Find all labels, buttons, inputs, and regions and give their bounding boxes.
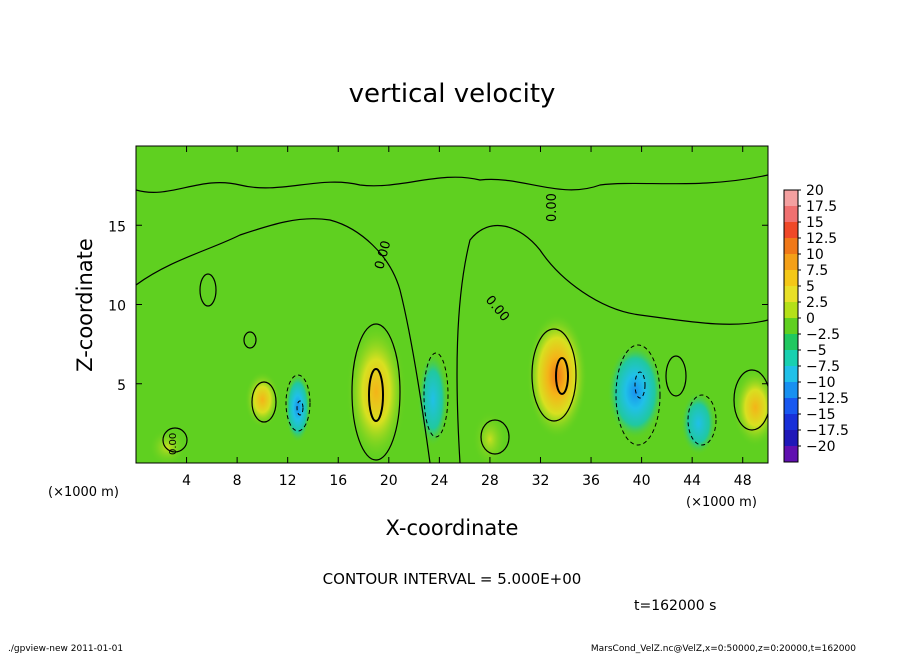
colorbar-swatch bbox=[784, 318, 798, 335]
x-unit-label-right: (×1000 m) bbox=[686, 495, 757, 510]
x-tick-label: 32 bbox=[532, 473, 550, 489]
x-tick-label: 48 bbox=[734, 473, 752, 489]
y-ticks: 5 10 15 bbox=[108, 219, 768, 394]
colorbar-label: −10 bbox=[806, 375, 836, 391]
colorbar-label: 5 bbox=[806, 279, 815, 295]
colorbar-swatch bbox=[784, 254, 798, 271]
colorbar-label: 2.5 bbox=[806, 295, 828, 311]
colorbar-label: 7.5 bbox=[806, 263, 828, 279]
zero-contour-line bbox=[243, 331, 257, 349]
x-axis-label: X-coordinate bbox=[386, 516, 519, 540]
x-tick-label: 44 bbox=[683, 473, 701, 489]
x-tick-label: 36 bbox=[582, 473, 600, 489]
zero-contour-line bbox=[136, 174, 768, 194]
zero-contour-line bbox=[136, 218, 431, 463]
colorbar-swatch bbox=[784, 430, 798, 447]
chart-title: vertical velocity bbox=[349, 79, 556, 109]
minus-five-contour-line bbox=[615, 344, 661, 446]
colorbar-swatch bbox=[784, 238, 798, 255]
contour-lines bbox=[136, 174, 768, 463]
five-contour-line bbox=[351, 323, 401, 461]
colorbar-label: 10 bbox=[806, 247, 824, 263]
velocity-cell bbox=[417, 352, 449, 448]
velocity-cell bbox=[244, 371, 281, 429]
five-contour-line bbox=[733, 369, 768, 431]
zero-contour-line bbox=[162, 427, 188, 453]
velocity-cell bbox=[345, 320, 407, 463]
velocity-cell bbox=[680, 391, 717, 456]
colorbar-label: 12.5 bbox=[806, 231, 837, 247]
five-contour-line bbox=[251, 381, 277, 423]
y-tick-label: 15 bbox=[108, 219, 126, 235]
footer-right: MarsCond_VelZ.nc@VelZ,x=0:50000,z=0:2000… bbox=[591, 644, 856, 654]
colorbar-swatch bbox=[784, 414, 798, 431]
colorbar-swatch bbox=[784, 222, 798, 239]
x-tick-label: 24 bbox=[430, 473, 448, 489]
x-tick-label: 16 bbox=[329, 473, 347, 489]
colorbar-swatch bbox=[784, 206, 798, 223]
colorbar-swatch bbox=[784, 302, 798, 319]
contour-label: 0.00 bbox=[545, 193, 560, 222]
x-tick-label: 28 bbox=[481, 473, 499, 489]
plot-area: 0.00 0.00 0.00 0.00 bbox=[136, 146, 768, 463]
y-axis-label: Z-coordinate bbox=[73, 238, 97, 372]
zero-contour-line bbox=[665, 355, 687, 397]
colorbar-swatch bbox=[784, 446, 798, 463]
time-label: t=162000 s bbox=[634, 598, 716, 614]
colorbar-label: −12.5 bbox=[806, 391, 849, 407]
minus-five-contour-line bbox=[285, 374, 311, 432]
velocity-cell bbox=[472, 410, 508, 463]
zero-contour-line bbox=[199, 273, 217, 307]
colorbar-frame bbox=[783, 189, 799, 463]
ten-contour-line bbox=[368, 368, 384, 422]
negative-contour-lines bbox=[285, 344, 717, 446]
x-ticks: 4 8 12 16 20 24 28 32 36 40 44 48 bbox=[182, 146, 752, 489]
colorbar-label: 17.5 bbox=[806, 199, 837, 215]
zero-contour-line bbox=[480, 419, 510, 455]
colorbar-label: −20 bbox=[806, 439, 836, 455]
colorbar-label: 20 bbox=[806, 183, 824, 199]
x-tick-label: 20 bbox=[380, 473, 398, 489]
contour-label: 0.00 bbox=[168, 433, 179, 455]
x-tick-label: 8 bbox=[233, 473, 242, 489]
velocity-cell bbox=[732, 367, 768, 448]
colorbar-label: −5 bbox=[806, 343, 827, 359]
colorbar-label: 0 bbox=[806, 311, 815, 327]
minus-ten-contour-line bbox=[634, 371, 646, 399]
y-tick-label: 10 bbox=[108, 299, 126, 315]
colorbar-swatch bbox=[784, 382, 798, 399]
x-tick-label: 40 bbox=[633, 473, 651, 489]
colorbar-swatch bbox=[784, 366, 798, 383]
x-tick-label: 4 bbox=[182, 473, 191, 489]
colorbar-swatch bbox=[784, 334, 798, 351]
colorbar-label: −17.5 bbox=[806, 423, 849, 439]
colorbar: 2017.51512.5107.552.50−2.5−5−7.5−10−12.5… bbox=[783, 183, 849, 463]
contour-interval: CONTOUR INTERVAL = 5.000E+00 bbox=[323, 570, 582, 588]
minus-five-contour-line bbox=[423, 352, 449, 438]
zero-contour-line bbox=[456, 224, 768, 463]
colorbar-swatch bbox=[784, 398, 798, 415]
velocity-cell bbox=[285, 372, 311, 443]
colorbar-swatch bbox=[784, 286, 798, 303]
colorbar-label: 15 bbox=[806, 215, 824, 231]
contour-label: 0.00 bbox=[372, 239, 394, 271]
colorbar-label: −2.5 bbox=[806, 327, 840, 343]
velocity-cell bbox=[148, 428, 187, 463]
ten-contour-line bbox=[555, 357, 569, 395]
footer-left: ./gpview-new 2011-01-01 bbox=[8, 644, 123, 654]
minus-ten-contour-line bbox=[296, 400, 304, 416]
colorbar-label: −7.5 bbox=[806, 359, 840, 375]
x-tick-label: 12 bbox=[279, 473, 297, 489]
colorbar-label: −15 bbox=[806, 407, 836, 423]
plot-background bbox=[136, 146, 768, 463]
colorbar-swatch bbox=[784, 350, 798, 367]
minus-five-contour-line bbox=[687, 394, 717, 446]
x-unit-label: (×1000 m) bbox=[48, 485, 119, 500]
colorbar-swatch bbox=[784, 270, 798, 287]
y-tick-label: 5 bbox=[117, 378, 126, 394]
five-contour-line bbox=[531, 328, 577, 422]
colorbar-swatch bbox=[784, 190, 798, 207]
